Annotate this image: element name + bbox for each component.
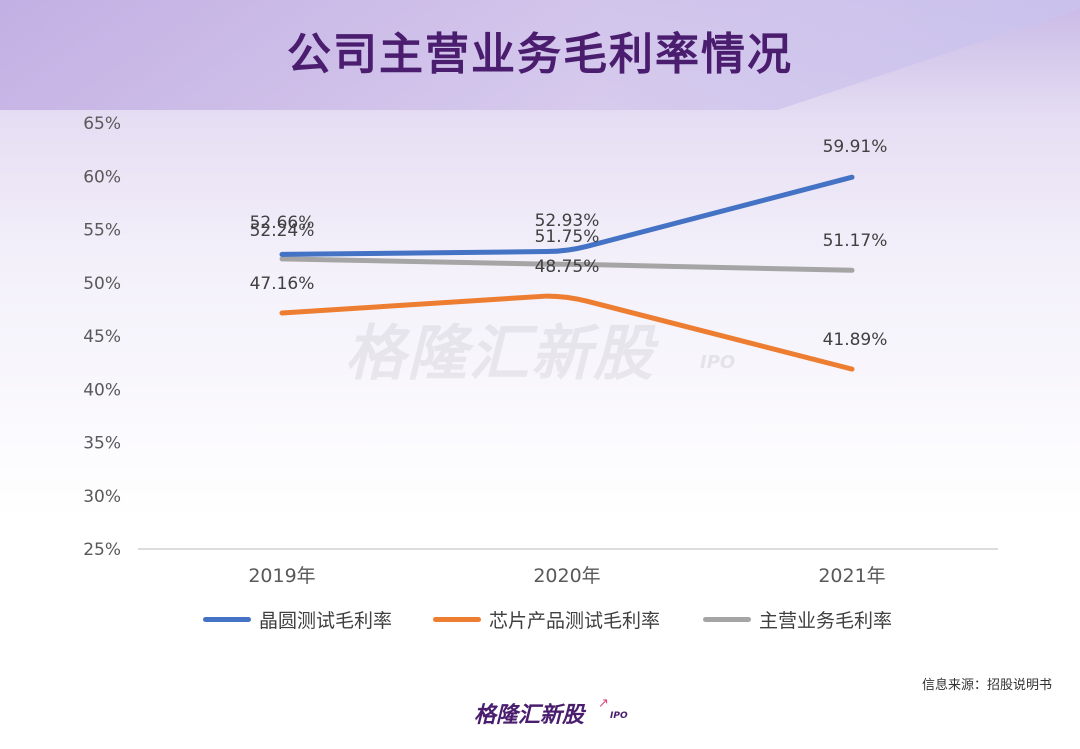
legend-item-chip: 芯片产品测试毛利率 <box>433 606 660 633</box>
data-label: 59.91% <box>823 137 888 157</box>
series-line <box>279 293 855 372</box>
legend-label-wafer: 晶圆测试毛利率 <box>259 610 393 632</box>
legend-swatch-chip <box>433 617 481 622</box>
y-tick-label: 45% <box>83 327 121 347</box>
data-label: 52.24% <box>250 221 315 241</box>
data-label: 48.75% <box>535 257 600 277</box>
line-chart: 25% 30% 35% 40% 45% 50% 55% 60% 65% 2019年 2020年 202… <box>83 114 998 587</box>
legend-label-chip: 芯片产品测试毛利率 <box>489 610 661 632</box>
y-tick-label: 55% <box>83 221 121 241</box>
watermark-sub: IPO <box>700 352 736 373</box>
logo-sub: IPO <box>610 711 628 721</box>
data-label: 51.75% <box>535 227 600 247</box>
y-tick-label: 25% <box>83 540 121 560</box>
data-label: 52.66% <box>250 213 315 233</box>
y-tick-label: 65% <box>83 114 121 134</box>
x-tick-label: 2020年 <box>533 565 600 587</box>
series-line <box>279 256 855 273</box>
data-label: 41.89% <box>823 330 888 350</box>
legend-label-main: 主营业务毛利率 <box>759 610 893 632</box>
legend-swatch-main <box>703 617 751 622</box>
chart-title: 公司主营业务毛利率情况 <box>287 29 793 80</box>
y-tick-label: 30% <box>83 487 121 507</box>
data-label: 52.93% <box>535 211 600 231</box>
y-tick-label: 35% <box>83 434 121 454</box>
watermark: 格隆汇新股 <box>345 319 655 389</box>
y-tick-label: 50% <box>83 274 121 294</box>
legend-swatch-wafer <box>203 617 251 622</box>
up-arrow-icon: ↗ <box>598 696 609 711</box>
legend-item-wafer: 晶圆测试毛利率 <box>203 606 392 633</box>
series-line <box>279 174 855 257</box>
legend-item-main: 主营业务毛利率 <box>703 606 892 633</box>
y-tick-label: 60% <box>83 167 121 187</box>
legend: 晶圆测试毛利率 芯片产品测试毛利率 主营业务毛利率 <box>0 606 1080 636</box>
x-tick-label: 2021年 <box>818 565 885 587</box>
data-label: 51.17% <box>823 231 888 251</box>
y-tick-label: 40% <box>83 380 121 400</box>
logo: 格隆汇新股 <box>474 703 585 728</box>
x-tick-label: 2019年 <box>248 565 315 587</box>
data-label: 47.16% <box>250 274 315 294</box>
source-note: 信息来源：招股说明书 <box>921 678 1052 693</box>
